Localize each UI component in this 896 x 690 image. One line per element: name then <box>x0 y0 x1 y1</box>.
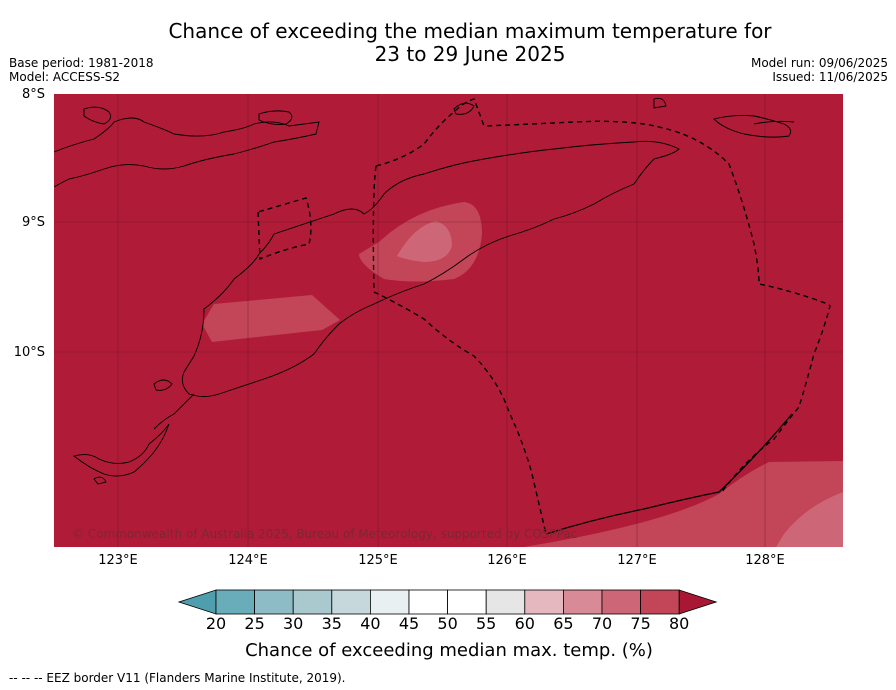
model-run: Model run: 09/06/2025 <box>750 56 888 70</box>
colorbar-cell <box>292 589 333 615</box>
colorbar-tick-label: 20 <box>205 614 227 633</box>
base-period: Base period: 1981-2018 <box>9 56 154 70</box>
lat-label-10s: 10°S <box>13 345 45 360</box>
colorbar-cells <box>178 589 718 615</box>
lon-label-123e: 123°E <box>98 553 138 568</box>
colorbar-cell <box>562 589 603 615</box>
probability-patch-70-timor <box>397 221 452 262</box>
colorbar-tick-label: 35 <box>321 614 342 633</box>
colorbar-cell <box>601 589 641 615</box>
meta-right: Model run: 09/06/2025 Issued: 11/06/2025 <box>751 56 888 84</box>
lon-label-127e: 127°E <box>617 553 657 568</box>
colorbar-tick-label: 30 <box>283 614 304 633</box>
colorbar-tick-label: 70 <box>591 614 613 633</box>
colorbar-tick-label: 50 <box>437 614 458 633</box>
lon-label-128e: 128°E <box>745 553 785 568</box>
colorbar-tick-label: 25 <box>244 614 265 633</box>
map-title: Chance of exceeding the median maximum t… <box>0 20 896 66</box>
colorbar-cell <box>524 589 564 615</box>
lat-label-9s: 9°S <box>21 215 45 230</box>
colorbar-cell <box>331 589 371 615</box>
lon-label-126e: 126°E <box>487 553 527 568</box>
colorbar-cell <box>254 589 294 615</box>
colorbar-tick-label: 75 <box>630 614 651 633</box>
eez-border <box>257 98 831 535</box>
probability-patch-70-southeast <box>776 492 843 547</box>
meta-left: Base period: 1981-2018 Model: ACCESS-S2 <box>9 56 154 84</box>
forecast-map[interactable]: © Commonwealth of Australia 2025, Bureau… <box>54 94 843 547</box>
copyright-notice: © Commonwealth of Australia 2025, Bureau… <box>72 527 577 541</box>
lat-label-8s: 8°S <box>21 87 45 102</box>
colorbar-cell <box>640 589 680 615</box>
lon-label-124e: 124°E <box>228 553 268 568</box>
colorbar-cell <box>485 589 526 615</box>
issued-date: Issued: 11/06/2025 <box>772 70 888 84</box>
probability-patch-75-southeast <box>524 461 843 547</box>
colorbar-cell <box>215 589 255 615</box>
probability-field-80 <box>54 94 843 547</box>
colorbar-extend-low <box>178 589 217 615</box>
colorbar-tick-label: 60 <box>514 614 535 633</box>
colorbar-title: Chance of exceeding median max. temp. (%… <box>245 640 653 661</box>
colorbar-cell <box>447 589 487 615</box>
footer-legend: -- -- -- EEZ border V11 (Flanders Marine… <box>9 671 346 685</box>
model-name: Model: ACCESS-S2 <box>9 70 121 84</box>
colorbar-cell <box>408 589 448 615</box>
graticule <box>54 94 843 547</box>
colorbar-cell <box>369 589 410 615</box>
coastlines <box>54 97 795 485</box>
map-title-line1: Chance of exceeding the median maximum t… <box>168 19 772 43</box>
colorbar-extend-high <box>678 589 718 615</box>
colorbar-tick-label: 65 <box>553 614 574 633</box>
colorbar-tick-label: 55 <box>476 614 497 633</box>
colorbar <box>178 589 718 615</box>
lon-label-125e: 125°E <box>358 553 398 568</box>
map-title-line2: 23 to 29 June 2025 <box>374 42 566 66</box>
probability-patch-75-sea <box>202 295 340 342</box>
colorbar-tick-label: 45 <box>398 614 420 633</box>
colorbar-tick-label: 80 <box>669 614 690 633</box>
colorbar-tick-label: 40 <box>360 614 381 633</box>
maritime-boundary-line <box>545 413 793 535</box>
